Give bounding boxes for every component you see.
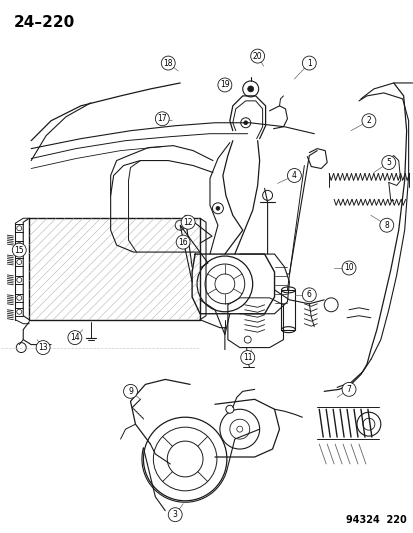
Text: 2: 2 (366, 116, 370, 125)
Circle shape (176, 235, 190, 249)
Circle shape (240, 351, 254, 365)
Circle shape (250, 49, 264, 63)
Circle shape (247, 86, 253, 92)
Circle shape (229, 419, 249, 439)
Circle shape (212, 203, 223, 214)
Text: 15: 15 (14, 246, 24, 255)
Circle shape (262, 190, 272, 200)
Text: 12: 12 (183, 218, 192, 227)
Circle shape (175, 220, 185, 230)
Circle shape (143, 417, 226, 501)
Circle shape (301, 288, 316, 302)
Circle shape (244, 336, 251, 343)
Text: 24–220: 24–220 (13, 15, 74, 30)
Circle shape (236, 426, 242, 432)
Circle shape (197, 256, 252, 312)
Circle shape (168, 508, 182, 522)
Circle shape (167, 441, 202, 477)
Text: 20: 20 (252, 52, 262, 61)
Circle shape (123, 384, 137, 398)
Circle shape (68, 330, 82, 345)
Text: 1: 1 (306, 59, 311, 68)
Text: 17: 17 (157, 114, 167, 123)
Circle shape (17, 243, 22, 248)
Circle shape (379, 218, 393, 232)
Text: 19: 19 (220, 80, 229, 90)
Text: 13: 13 (38, 343, 48, 352)
Circle shape (161, 56, 175, 70)
Circle shape (155, 112, 169, 126)
Circle shape (341, 261, 355, 275)
Circle shape (287, 168, 301, 182)
Circle shape (17, 295, 22, 300)
Circle shape (301, 56, 316, 70)
Circle shape (323, 298, 337, 312)
Text: 8: 8 (384, 221, 388, 230)
Circle shape (16, 343, 26, 352)
Circle shape (17, 260, 22, 264)
Circle shape (362, 418, 374, 430)
Text: 94324  220: 94324 220 (345, 515, 406, 524)
Ellipse shape (281, 287, 295, 293)
Circle shape (225, 405, 233, 413)
Text: 4: 4 (291, 171, 296, 180)
Circle shape (381, 156, 395, 169)
Text: 7: 7 (346, 385, 351, 394)
Text: 18: 18 (163, 59, 173, 68)
Text: 6: 6 (306, 290, 311, 300)
Ellipse shape (281, 327, 295, 333)
Circle shape (17, 225, 22, 231)
Text: 5: 5 (385, 158, 390, 167)
Circle shape (242, 81, 258, 97)
Text: 16: 16 (178, 238, 188, 247)
Circle shape (153, 427, 216, 491)
Text: 10: 10 (343, 263, 353, 272)
Circle shape (204, 264, 244, 304)
Circle shape (219, 409, 259, 449)
Circle shape (17, 278, 22, 282)
Circle shape (217, 78, 231, 92)
Circle shape (216, 206, 219, 211)
Circle shape (361, 114, 375, 128)
Text: 11: 11 (242, 353, 252, 362)
Circle shape (181, 215, 195, 229)
Circle shape (36, 341, 50, 354)
Circle shape (356, 412, 380, 436)
Circle shape (240, 118, 250, 128)
Text: 3: 3 (172, 510, 177, 519)
Circle shape (341, 382, 355, 397)
Text: 14: 14 (70, 333, 80, 342)
Circle shape (243, 121, 247, 125)
Text: 9: 9 (128, 387, 133, 396)
Circle shape (214, 274, 234, 294)
Circle shape (17, 309, 22, 314)
Circle shape (12, 243, 26, 257)
